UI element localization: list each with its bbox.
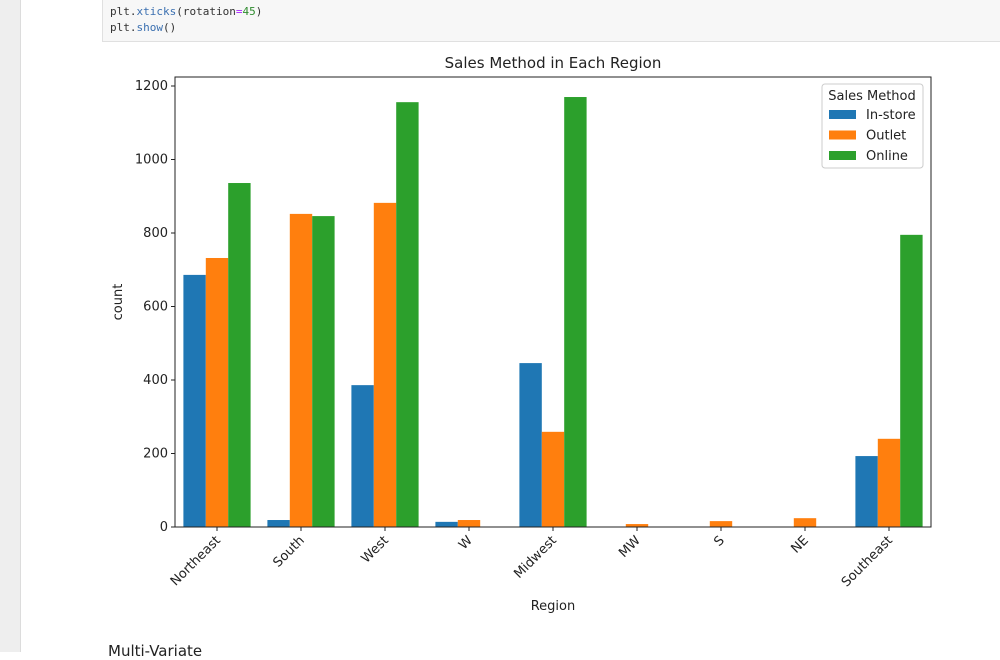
- bar-outlet-west: [373, 202, 397, 528]
- bar-in-store-south: [267, 520, 290, 527]
- chart-title: Sales Method in Each Region: [445, 54, 662, 72]
- x-tick-label: South: [271, 533, 308, 570]
- bar-outlet-southeast: [877, 438, 901, 527]
- legend-swatch-outlet: [829, 130, 856, 140]
- y-tick-label: 800: [143, 226, 168, 241]
- y-tick-label: 1000: [135, 153, 168, 168]
- legend-box: [821, 83, 924, 169]
- bar-in-store-southeast: [855, 456, 878, 527]
- code-line: plt.xticks(rotation=45): [110, 5, 263, 18]
- bar-online-midwest: [564, 97, 587, 528]
- bar-outlet-northeast: [205, 257, 229, 527]
- bar-in-store-west: [351, 385, 374, 527]
- bar-online-west: [396, 102, 419, 528]
- bar-in-store-northeast: [183, 274, 206, 527]
- x-axis-label: Region: [531, 599, 576, 614]
- bar-outlet-ne: [793, 518, 817, 527]
- markdown-heading: Multi-Variate: [108, 642, 203, 660]
- bar-outlet-mw: [625, 524, 649, 527]
- bar-outlet-midwest: [541, 431, 565, 527]
- x-tick-label: NE: [789, 533, 812, 556]
- x-tick-label: Northeast: [168, 533, 224, 589]
- x-tick-label: Southeast: [839, 533, 896, 590]
- legend-label: Outlet: [866, 129, 906, 144]
- legend-label: Online: [866, 149, 908, 164]
- bar-online-southeast: [900, 234, 923, 527]
- code-line: plt.show(): [110, 21, 177, 34]
- bar-online-south: [312, 216, 335, 527]
- bar-outlet-s: [709, 521, 733, 527]
- x-tick-label: West: [359, 533, 392, 566]
- x-tick-label: MW: [616, 533, 644, 561]
- bar-in-store-w: [435, 521, 458, 527]
- x-tick-label: W: [456, 533, 476, 553]
- notebook-gutter: [0, 0, 21, 652]
- y-tick-label: 1200: [135, 79, 168, 94]
- legend-label: In-store: [866, 108, 916, 123]
- bar-outlet-south: [289, 213, 313, 527]
- legend-title: Sales Method: [828, 89, 916, 104]
- bar-outlet-w: [457, 520, 481, 527]
- y-tick-label: 200: [143, 447, 168, 462]
- bar-in-store-midwest: [519, 363, 542, 527]
- y-tick-label: 600: [143, 300, 168, 315]
- x-tick-label: Midwest: [511, 533, 560, 582]
- x-tick-label: S: [711, 533, 727, 549]
- y-axis-label: count: [111, 284, 126, 321]
- legend-swatch-online: [829, 151, 856, 160]
- y-tick-label: 400: [143, 373, 168, 388]
- code-cell[interactable]: plt.xticks(rotation=45) plt.show(): [102, 0, 1000, 42]
- legend-swatch-in-store: [829, 110, 856, 119]
- bar-online-northeast: [228, 183, 251, 527]
- y-tick-label: 0: [160, 520, 168, 535]
